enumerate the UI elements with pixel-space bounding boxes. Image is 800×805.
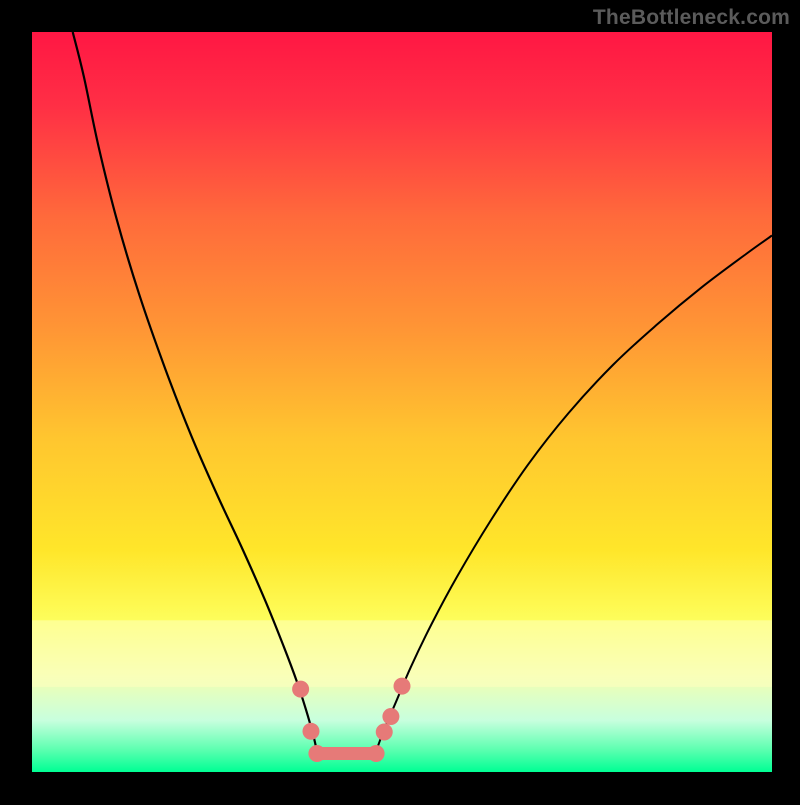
data-marker (368, 745, 385, 762)
data-marker (394, 678, 411, 695)
data-marker (292, 681, 309, 698)
acceptable-band (32, 620, 772, 687)
bottleneck-chart (0, 0, 800, 800)
data-marker (308, 745, 325, 762)
watermark-text: TheBottleneck.com (593, 6, 790, 30)
data-marker (302, 723, 319, 740)
chart-svg (0, 0, 800, 800)
data-marker (382, 708, 399, 725)
data-marker (376, 724, 393, 741)
